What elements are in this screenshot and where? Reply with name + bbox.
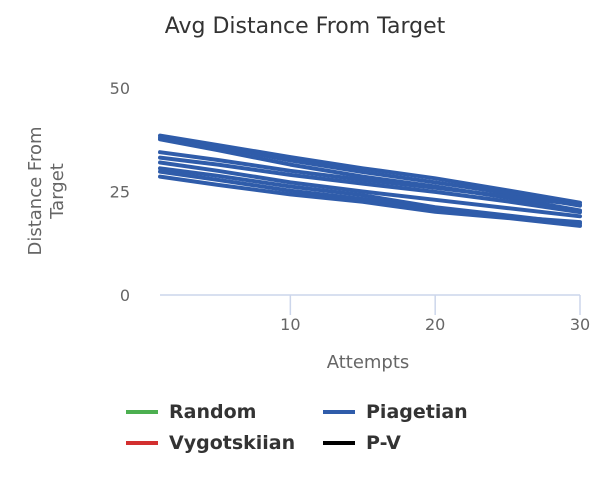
legend-item-p-v[interactable]: P-V (323, 432, 401, 454)
x-tick-label: 30 (570, 315, 590, 334)
legend-label-random: Random (169, 401, 257, 423)
x-tick-label: 10 (280, 315, 300, 334)
y-axis-title-line: Target (47, 163, 68, 220)
legend-label-p-v: P-V (366, 432, 401, 454)
x-axis-title: Attempts (327, 352, 410, 373)
series-line-5[interactable] (158, 155, 582, 215)
legend-label-piagetian: Piagetian (366, 401, 468, 423)
svg-text:Distance FromTarget: Distance FromTarget (25, 126, 68, 255)
y-tick-label: 0 (120, 286, 130, 305)
legend-label-vygotskiian: Vygotskiian (169, 432, 296, 454)
y-tick-label: 50 (110, 79, 130, 98)
series-line-4[interactable] (158, 150, 582, 207)
legend-item-vygotskiian[interactable]: Vygotskiian (126, 432, 295, 454)
legend-item-random[interactable]: Random (126, 401, 256, 423)
series-line-6[interactable] (158, 160, 582, 219)
y-tick-label: 25 (110, 183, 130, 202)
chart-title: Avg Distance From Target (164, 14, 446, 39)
y-axis-title-line: Distance From (25, 126, 46, 255)
legend-swatch-vygotskiian (126, 441, 158, 445)
legend-item-piagetian[interactable]: Piagetian (323, 401, 468, 423)
y-axis-title: Distance FromTarget (25, 126, 68, 255)
legend-swatch-random (126, 410, 158, 414)
legend-swatch-p-v (323, 441, 355, 445)
x-tick-label: 20 (425, 315, 445, 334)
series-line-9[interactable] (158, 174, 582, 228)
legend-swatch-piagetian (323, 410, 355, 414)
series-line-2[interactable] (158, 135, 582, 208)
